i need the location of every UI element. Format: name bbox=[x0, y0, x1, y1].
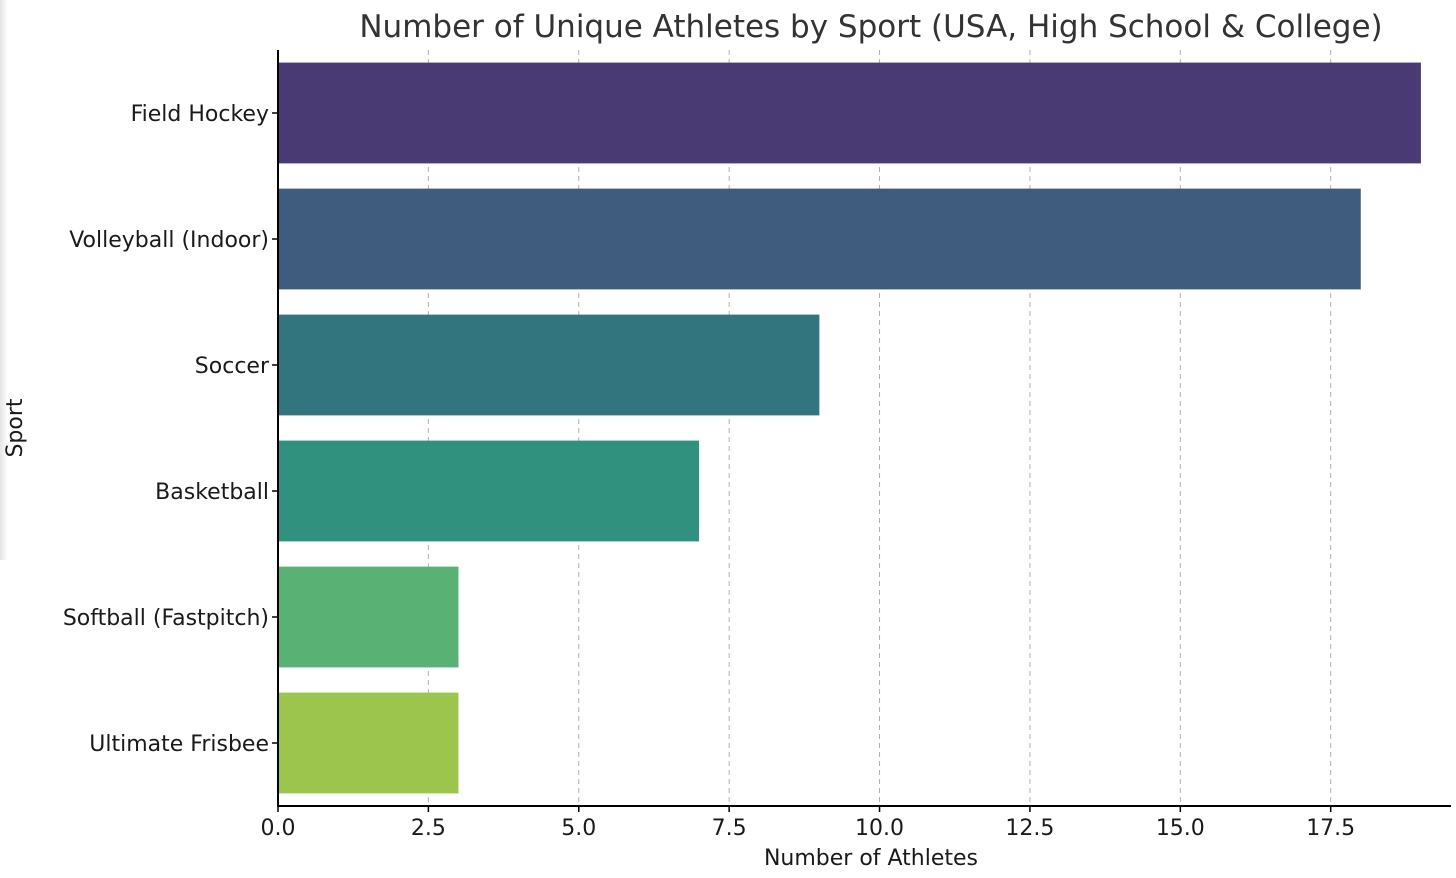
x-tick-label: 0.0 bbox=[261, 816, 296, 841]
x-ticks: 0.0 2.5 5.0 7.5 10.0 12.5 15.0 17.5 bbox=[261, 806, 1355, 841]
x-tick-label: 12.5 bbox=[1005, 816, 1054, 841]
bar bbox=[278, 566, 459, 668]
bars bbox=[278, 62, 1421, 794]
y-tick-label: Volleyball (Indoor) bbox=[69, 228, 269, 253]
bar bbox=[278, 314, 820, 416]
bar bbox=[278, 692, 459, 794]
y-tick-label: Soccer bbox=[195, 354, 270, 379]
x-axis-label: Number of Athletes bbox=[764, 846, 978, 871]
grid-lines bbox=[427, 50, 1332, 806]
x-tick-label: 7.5 bbox=[712, 816, 747, 841]
chart-title: Number of Unique Athletes by Sport (USA,… bbox=[359, 9, 1382, 45]
x-tick-label: 15.0 bbox=[1156, 816, 1205, 841]
y-ticks: Field Hockey Volleyball (Indoor) Soccer Bas… bbox=[63, 102, 278, 757]
y-axis-label: Sport bbox=[3, 398, 28, 457]
x-tick-label: 5.0 bbox=[561, 816, 596, 841]
y-tick-label: Softball (Fastpitch) bbox=[63, 606, 269, 631]
x-tick-label: 2.5 bbox=[411, 816, 446, 841]
bar bbox=[278, 188, 1361, 290]
bar bbox=[278, 62, 1421, 164]
x-tick-label: 10.0 bbox=[855, 816, 904, 841]
y-tick-label: Basketball bbox=[155, 480, 269, 505]
y-tick-label: Ultimate Frisbee bbox=[89, 732, 269, 757]
y-tick-label: Field Hockey bbox=[131, 102, 269, 127]
bar bbox=[278, 440, 700, 542]
window-edge-shadow bbox=[0, 0, 8, 560]
x-tick-label: 17.5 bbox=[1306, 816, 1355, 841]
axes bbox=[277, 50, 1451, 807]
